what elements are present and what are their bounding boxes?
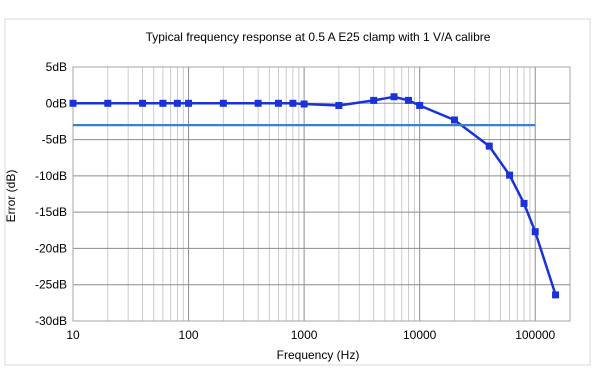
data-point — [159, 99, 167, 107]
data-point — [390, 93, 398, 101]
y-tick-label: 5dB — [46, 60, 67, 74]
data-point — [552, 291, 560, 299]
data-point — [69, 99, 77, 107]
data-point — [104, 99, 112, 107]
data-point — [485, 142, 493, 150]
data-point — [300, 100, 308, 108]
data-point — [450, 116, 458, 124]
tick-label-layer: 10 100 1000 10000 100000 5dB 0dB -5dB -10dB -15dB… — [35, 60, 556, 342]
data-point — [289, 99, 297, 107]
data-point — [520, 199, 528, 207]
y-tick-label: -20dB — [35, 241, 67, 255]
y-axis-label: Error (dB) — [4, 170, 18, 223]
y-tick-label: -5dB — [42, 133, 67, 147]
y-tick-label: -25dB — [35, 278, 67, 292]
data-point — [506, 171, 514, 179]
chart-frame — [4, 18, 591, 366]
series-layer — [69, 93, 560, 299]
data-point — [404, 96, 412, 104]
response-series-line — [73, 95, 557, 296]
y-tick-label: -10dB — [35, 169, 67, 183]
x-tick-label: 10 — [66, 328, 80, 342]
y-tick-label: -15dB — [35, 205, 67, 219]
y-tick-label: 0dB — [46, 96, 67, 110]
data-point — [416, 101, 424, 109]
x-tick-label: 1000 — [291, 328, 318, 342]
x-tick-label: 100000 — [515, 328, 555, 342]
plot-area-border — [72, 66, 571, 322]
x-axis-label: Frequency (Hz) — [277, 348, 360, 362]
y-tick-label: -30dB — [35, 314, 67, 328]
data-point — [254, 99, 262, 107]
chart-title: Typical frequency response at 0.5 A E25 … — [146, 30, 491, 44]
data-point — [139, 99, 147, 107]
data-point — [370, 96, 378, 104]
data-point — [219, 99, 227, 107]
data-point — [185, 99, 193, 107]
data-point — [274, 99, 282, 107]
x-tick-label: 100 — [179, 328, 199, 342]
data-point — [531, 228, 539, 236]
data-point — [335, 101, 343, 109]
data-point — [173, 99, 181, 107]
x-tick-label: 10000 — [403, 328, 437, 342]
